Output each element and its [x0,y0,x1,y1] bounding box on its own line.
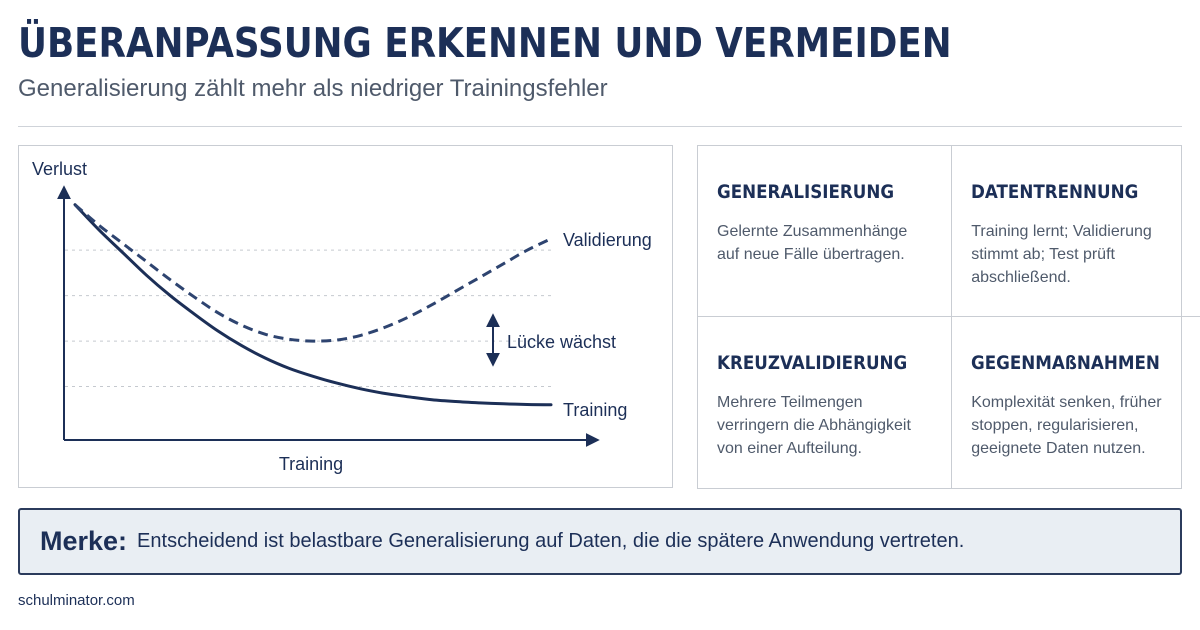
concept-grid: GENERALISIERUNG Gelernte Zusammenhänge a… [697,145,1200,489]
y-axis-label: Verlust [32,159,87,179]
card-text: Komplexität senken, früher stoppen, regu… [971,394,1162,457]
page-title: ÜBERANPASSUNG ERKENNEN UND VERMEIDEN [18,19,952,67]
chart-gridlines [65,249,551,388]
card-title: GEGENMAßNAHMEN [971,352,1161,374]
card-text: Training lernt; Validierung stimmt ab; T… [971,223,1152,286]
loss-chart: Verlust Training Validierung Training Lü… [32,159,652,474]
series-line-validierung [74,203,552,343]
chart-panel: Verlust Training Validierung Training Lü… [18,145,673,488]
gap-annotation: Lücke wächst [507,332,616,352]
card-text: Gelernte Zusammenhänge auf neue Fälle üb… [717,223,908,263]
series-label-training: Training [563,400,627,420]
card-generalisierung: GENERALISIERUNG Gelernte Zusammenhänge a… [698,146,953,317]
card-datentrennung: DATENTRENNUNG Training lernt; Validierun… [952,146,1200,317]
card-title: GENERALISIERUNG [717,181,895,203]
card-title: DATENTRENNUNG [971,181,1139,203]
x-axis-label: Training [279,454,343,474]
page-subtitle: Generalisierung zählt mehr als niedriger… [18,75,608,102]
card-kreuzvalidierung: KREUZVALIDIERUNG Mehrere Teilmengen verr… [698,317,953,488]
merke-callout: Merke: Entscheidend ist belastbare Gener… [18,508,1182,575]
series-line-training [73,203,553,407]
series-label-validierung: Validierung [563,230,652,250]
card-title: KREUZVALIDIERUNG [717,352,908,374]
footer-source: schulminator.com [18,592,135,609]
merke-text: Entscheidend ist belastbare Generalisier… [137,530,965,552]
card-text: Mehrere Teilmengen verringern die Abhäng… [717,394,911,457]
card-gegenmassnahmen: GEGENMAßNAHMEN Komplexität senken, frühe… [952,317,1200,488]
merke-label: Merke: [40,526,128,556]
header-divider [18,126,1182,127]
